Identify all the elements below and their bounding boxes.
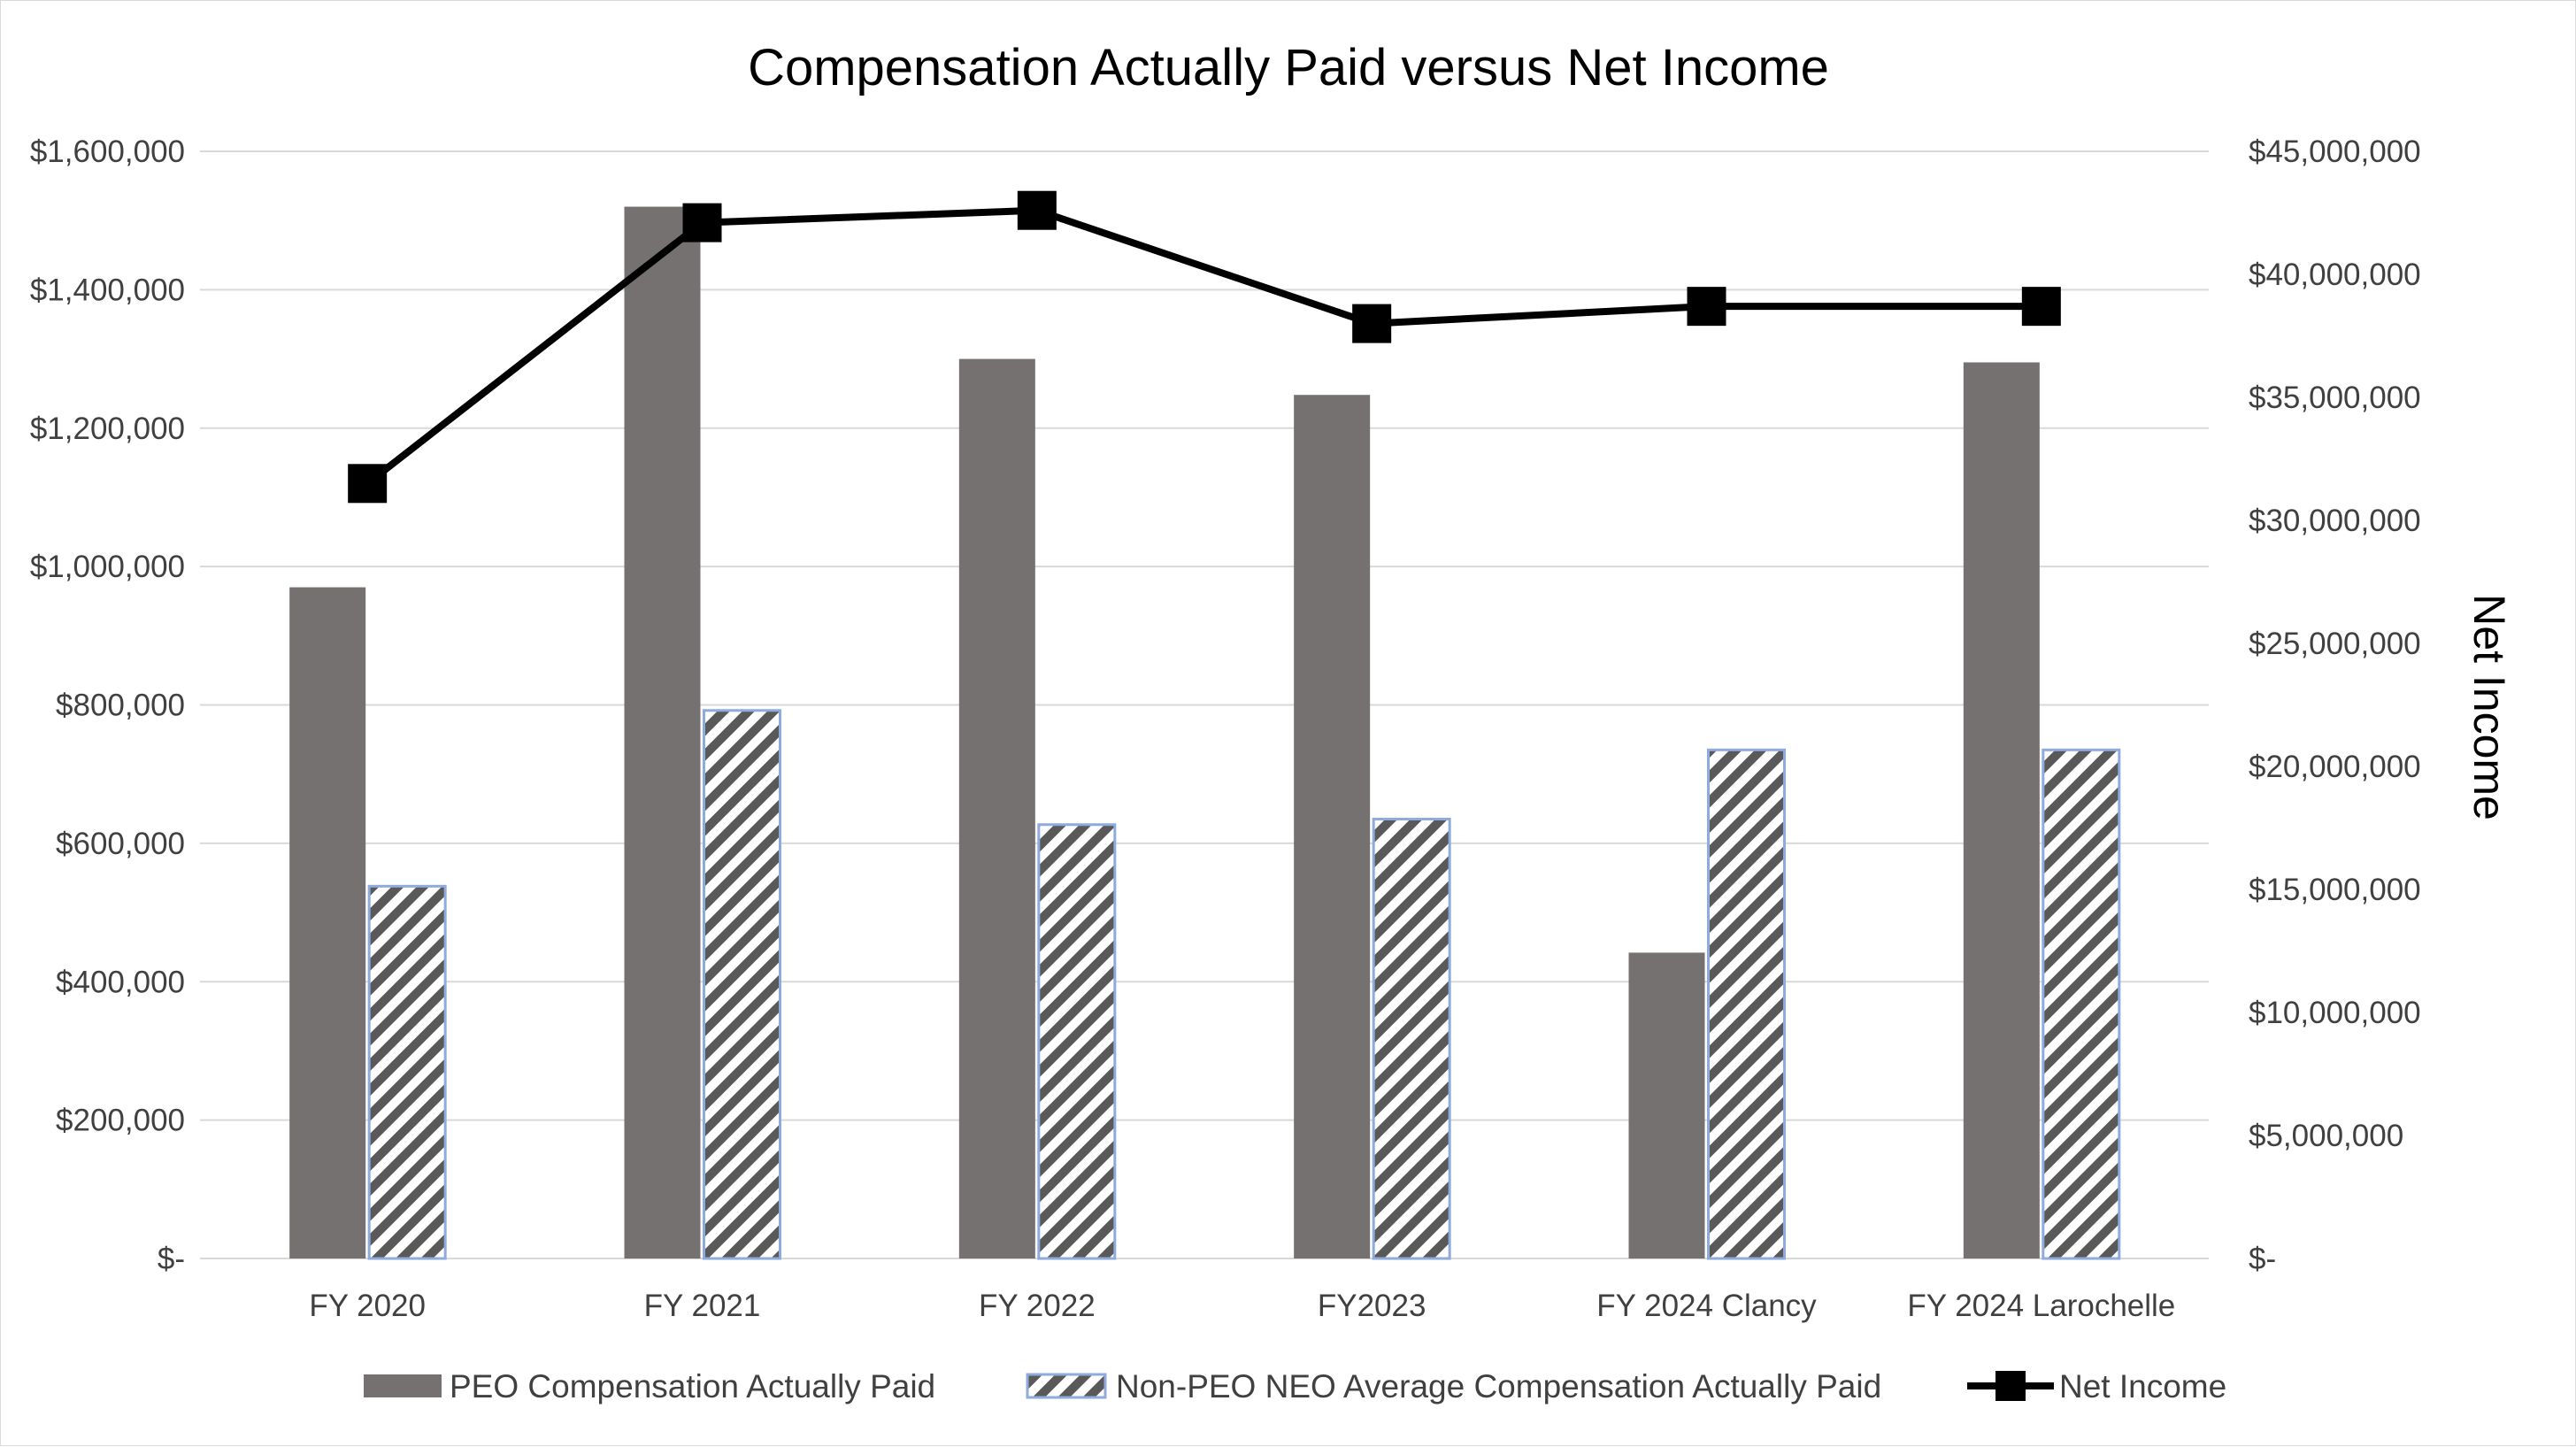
right-tick-label: $15,000,000 xyxy=(2249,873,2421,907)
gridlines xyxy=(200,150,2209,1259)
right-tick-label: $25,000,000 xyxy=(2249,627,2421,661)
non-peo-bar xyxy=(703,709,781,1260)
legend-label-peo: PEO Compensation Actually Paid xyxy=(450,1368,935,1405)
legend-label-non-peo: Non-PEO NEO Average Compensation Actuall… xyxy=(1116,1368,1881,1405)
bars xyxy=(289,206,2121,1260)
legend-swatch-peo xyxy=(364,1374,442,1397)
x-tick-label: FY 2021 xyxy=(644,1289,761,1323)
chart-title: Compensation Actually Paid versus Net In… xyxy=(748,39,1829,96)
left-tick-label: $1,000,000 xyxy=(30,550,185,584)
right-tick-label: $10,000,000 xyxy=(2249,996,2421,1030)
net-income-marker xyxy=(348,464,388,504)
peo-bar xyxy=(289,587,366,1258)
left-tick-label: $400,000 xyxy=(56,965,185,999)
net-income-marker xyxy=(1352,304,1392,343)
legend: PEO Compensation Actually Paid Non-PEO NE… xyxy=(364,1368,2226,1405)
right-tick-label: $35,000,000 xyxy=(2249,381,2421,415)
net-income-marker xyxy=(1017,190,1057,230)
non-peo-bar xyxy=(2042,748,2121,1260)
left-axis-ticks: $- $200,000 $400,000 $600,000 $800,000 $1,000… xyxy=(30,135,185,1276)
right-tick-label: $- xyxy=(2249,1242,2276,1276)
net-income-marker xyxy=(682,203,722,242)
peo-bar xyxy=(1294,395,1371,1259)
peo-bar xyxy=(958,358,1035,1258)
x-tick-label: FY2023 xyxy=(1318,1289,1426,1323)
left-tick-label: $- xyxy=(158,1242,185,1276)
right-tick-label: $5,000,000 xyxy=(2249,1119,2403,1153)
peo-bar xyxy=(1628,952,1705,1258)
left-tick-label: $1,400,000 xyxy=(30,273,185,307)
legend-marker-net-income xyxy=(1995,1371,2026,1401)
legend-swatch-non-peo xyxy=(1026,1373,1107,1399)
right-axis-ticks: $- $5,000,000 $10,000,000 $15,000,000 $20,00… xyxy=(2249,135,2421,1276)
non-peo-bar xyxy=(367,884,447,1260)
peo-bar xyxy=(1963,362,2040,1258)
left-tick-label: $1,600,000 xyxy=(30,135,185,169)
net-income-marker xyxy=(2021,287,2061,327)
non-peo-bar xyxy=(1707,748,1786,1260)
net-income-marker xyxy=(1687,287,1726,327)
x-tick-label: FY 2024 Clancy xyxy=(1596,1289,1817,1323)
x-tick-label: FY 2020 xyxy=(309,1289,426,1323)
net-income-line xyxy=(348,190,2061,504)
non-peo-bar xyxy=(1372,818,1451,1260)
left-tick-label: $1,200,000 xyxy=(30,412,185,446)
right-axis-title: Net Income xyxy=(2465,594,2514,820)
net-income-polyline xyxy=(365,206,2042,487)
right-tick-label: $20,000,000 xyxy=(2249,750,2421,784)
legend-label-net-income: Net Income xyxy=(2059,1368,2226,1405)
right-tick-label: $30,000,000 xyxy=(2249,504,2421,538)
right-tick-label: $45,000,000 xyxy=(2249,135,2421,169)
right-tick-label: $40,000,000 xyxy=(2249,258,2421,292)
left-tick-label: $600,000 xyxy=(56,827,185,861)
left-tick-label: $200,000 xyxy=(56,1104,185,1138)
left-tick-label: $800,000 xyxy=(56,689,185,723)
x-axis-labels: FY 2020 FY 2021 FY 2022 FY2023 FY 2024 Clanc… xyxy=(309,1289,2175,1323)
x-tick-label: FY 2022 xyxy=(979,1289,1096,1323)
x-tick-label: FY 2024 Larochelle xyxy=(1907,1289,2175,1323)
non-peo-bar xyxy=(1037,823,1117,1260)
peo-bar xyxy=(624,206,701,1258)
